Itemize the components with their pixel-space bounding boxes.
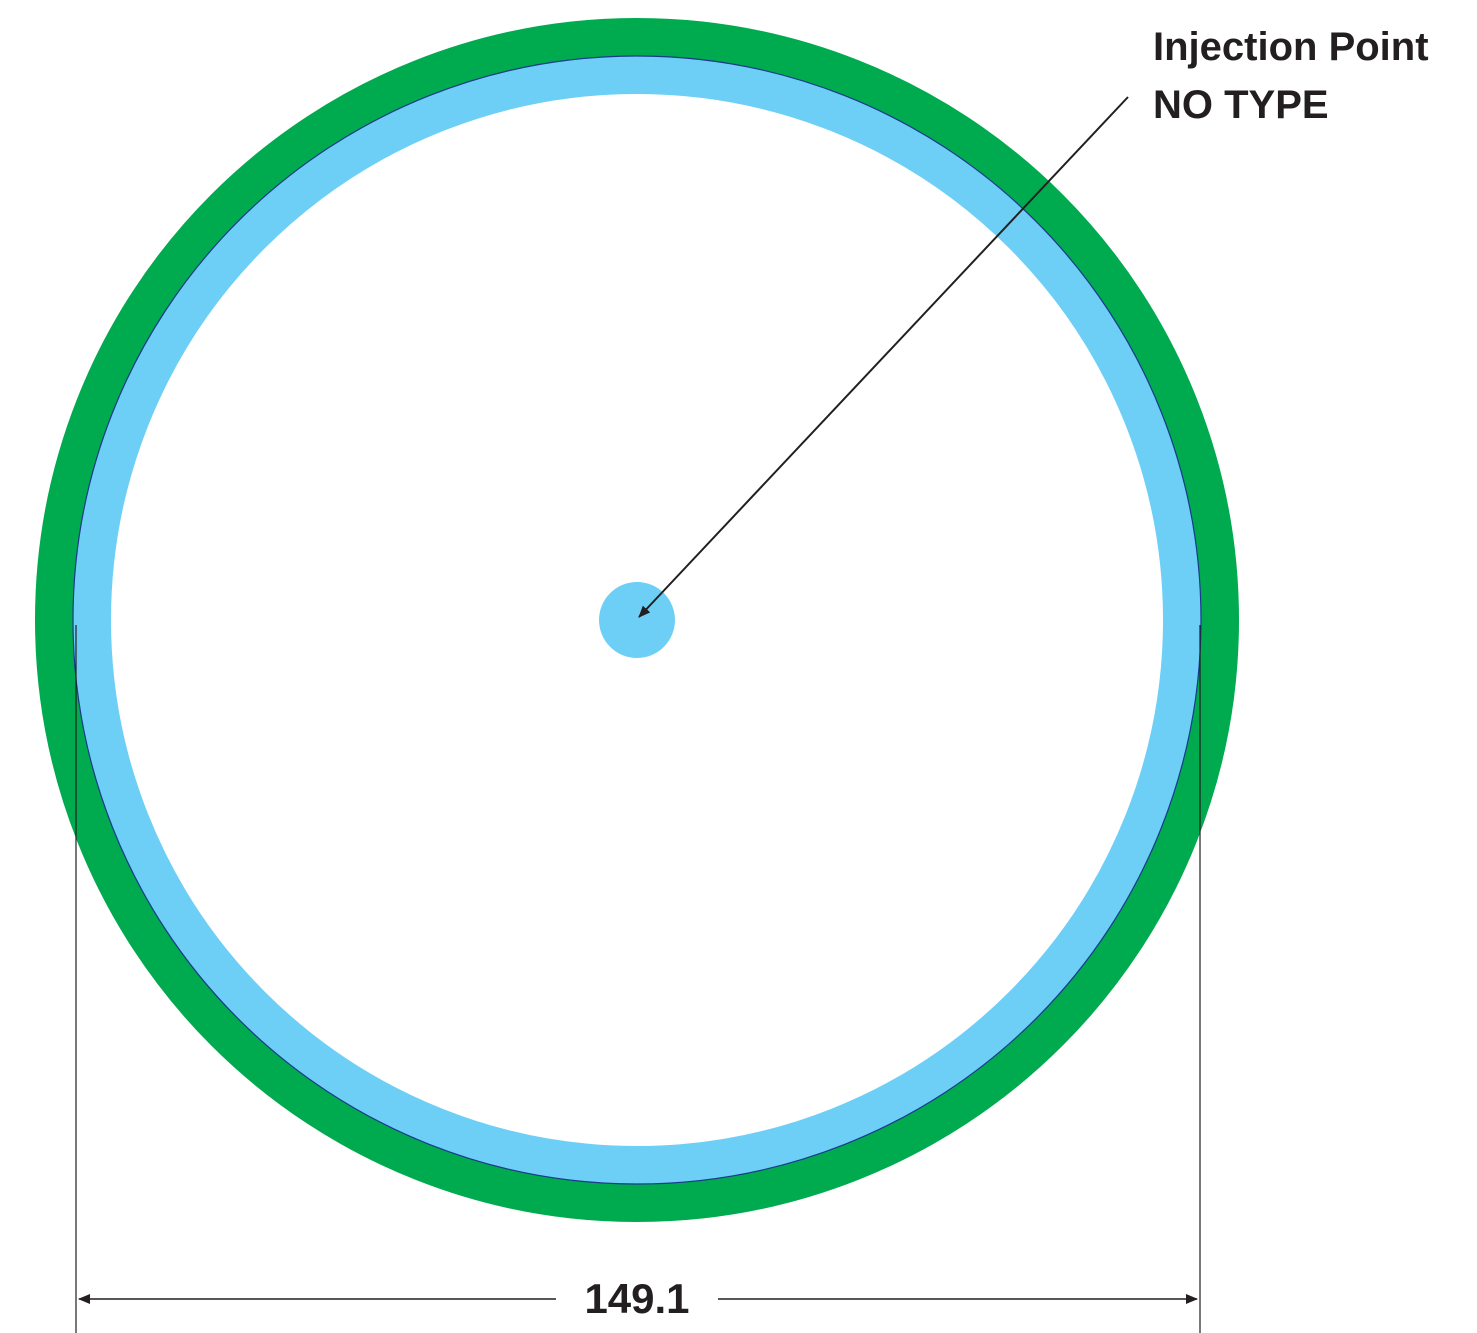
ring-boundary [72,55,1202,1185]
injection-point-dot [599,582,675,658]
injection-type-label: NO TYPE [1153,83,1329,127]
outer-ring [35,18,1239,1222]
inner-ring [73,56,1201,1184]
injection-leader-arrow [638,96,1129,618]
injection-point-label: Injection Point [1153,25,1429,69]
dimension-value: 149.1 [584,1275,689,1322]
